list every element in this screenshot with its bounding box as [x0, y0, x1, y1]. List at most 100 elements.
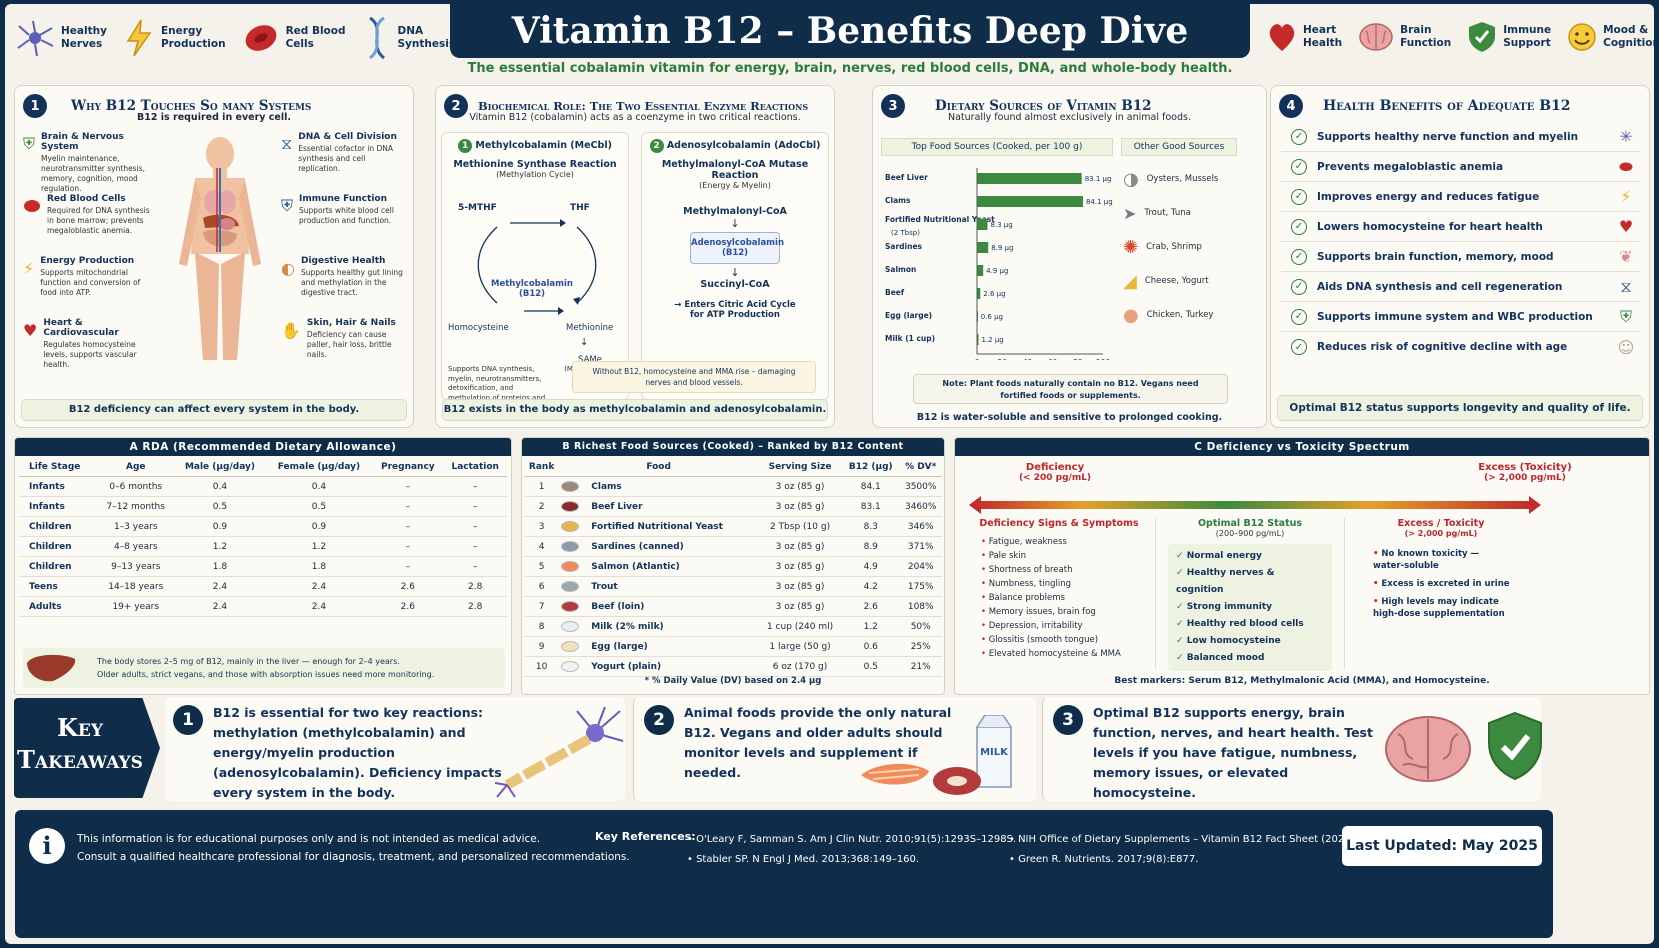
- other-source-item: ➤ Trout, Tuna: [1123, 203, 1191, 223]
- data-label: 4.9 µg: [986, 267, 1008, 275]
- list-item: ✓ Normal energy: [1176, 551, 1262, 561]
- table-cell: 1: [524, 476, 560, 497]
- list-item: • Excess is excreted in urine: [1373, 579, 1510, 589]
- references-label: Key References:: [595, 830, 696, 843]
- table-cell: 204%: [899, 556, 942, 577]
- table-cell: 1.2: [842, 616, 900, 637]
- immune-shield-icon: ⛨: [281, 196, 294, 215]
- table-cell: Milk (2% milk): [559, 616, 758, 637]
- methylmalonyl-coa-label: Methylmalonyl-CoA: [683, 206, 787, 217]
- food-row: 9 Egg (large) 1 large (50 g) 0.6 25%: [524, 636, 942, 657]
- data-label: 2.6 µg: [983, 290, 1005, 298]
- data-label: 1.2 µg: [982, 336, 1004, 344]
- rda-table: Life Stage Age Male (µg/day) Female (µg/…: [19, 458, 507, 617]
- system-item: ⧖ DNA & Cell Division Essential cofactor i…: [281, 132, 397, 173]
- takeaway-3: 3 Optimal B12 supports energy, brain fun…: [1042, 697, 1542, 801]
- yogurt-icon: [561, 661, 580, 672]
- table-cell: 14–18 years: [97, 576, 175, 597]
- takeaway-2: 2 Animal foods provide the only natural …: [633, 697, 1036, 801]
- check-icon: ✓: [1291, 278, 1307, 295]
- reaction-b-name: Methylmalonyl-CoA Mutase Reaction: [661, 159, 809, 181]
- clam-icon: [561, 481, 580, 492]
- table-cell: 0.5: [174, 496, 266, 517]
- food-row: 5 Salmon (Atlantic) 3 oz (85 g) 4.9 204%: [524, 556, 942, 577]
- table-cell: 371%: [899, 536, 942, 557]
- table-cell: Children: [19, 536, 98, 557]
- succinyl-coa-label: Succinyl-CoA: [700, 279, 770, 290]
- milk-carton-label: MILK: [980, 747, 1009, 758]
- lightning-icon: ⚡: [1620, 187, 1632, 206]
- takeaway-text: B12 is essential for two key reactions: …: [213, 705, 502, 800]
- table-cell: 4–8 years: [97, 536, 175, 557]
- list-item: ✓ Healthy red blood cells: [1176, 619, 1304, 629]
- food-row: 2 Beef Liver 3 oz (85 g) 83.1 3460%: [524, 496, 942, 517]
- header-left-icons: Healthy Nerves Energy Production Red Blood…: [15, 16, 471, 60]
- salmon-icon: [561, 561, 580, 572]
- table-cell: 1 cup (240 ml): [757, 616, 843, 637]
- table-cell: 10: [524, 656, 560, 677]
- list-item: • Balance problems: [981, 593, 1065, 603]
- reaction-a-name: Methionine Synthase Reaction: [453, 159, 617, 170]
- table-cell: 2 Tbsp (10 g): [757, 516, 843, 537]
- food-row: 3 Fortified Nutritional Yeast 2 Tbsp (10 g…: [524, 516, 942, 537]
- table-cell: 0.6: [842, 636, 900, 657]
- panel-title: Dietary Sources of Vitamin B12: [935, 98, 1152, 114]
- panel-systems: 1 Why B12 Touches So many Systems B12 is…: [14, 85, 414, 428]
- oyster-icon: ◑: [1123, 168, 1139, 190]
- category-label: Fortified Nutritional Yeast: [885, 215, 995, 224]
- column-header: Female (µg/day): [265, 458, 373, 477]
- system-item: ⚡ Energy Production Supports mitochondrial…: [23, 256, 141, 297]
- references-col-1: • O'Leary F, Samman S. Am J Clin Nutr. 2…: [687, 834, 1017, 865]
- table-cell: –: [443, 476, 507, 497]
- other-sources-list: ◑ Oysters, Mussels ➤ Trout, Tuna ✺ Crab, Sh…: [1123, 162, 1243, 332]
- other-source-item: ◑ Oysters, Mussels: [1123, 168, 1219, 190]
- data-label: 84.1 µg: [1086, 198, 1113, 206]
- table-cell: 175%: [899, 576, 942, 597]
- plant-foods-note: Note: Plant foods naturally contain no B…: [913, 374, 1228, 404]
- lightning-icon: ⚡: [23, 258, 35, 278]
- table-cell: –: [372, 496, 444, 517]
- bar: [977, 242, 989, 253]
- benefits-list: ✓ Supports healthy nerve function and mye…: [1281, 122, 1641, 362]
- table-cell: 0.5: [842, 656, 900, 677]
- benefit-item: ✓ Supports healthy nerve function and mye…: [1281, 122, 1641, 152]
- table-cell: 0.9: [265, 516, 373, 537]
- yeast-icon: [561, 521, 580, 532]
- page-subtitle: The essential cobalamin vitamin for ener…: [467, 61, 1233, 76]
- sardine-icon: [561, 541, 580, 552]
- page-title: Vitamin B12 – Benefits Deep Dive: [450, 4, 1250, 58]
- info-icon: i: [29, 828, 65, 864]
- check-icon: ✓: [1291, 248, 1307, 265]
- table-cell: 3 oz (85 g): [757, 536, 843, 557]
- benefit-item: ✓ Reduces risk of cognitive decline with …: [1281, 332, 1641, 362]
- panel-number: 1: [23, 94, 47, 118]
- system-item: Red Blood Cells Required for DNA synthesi…: [23, 194, 151, 256]
- header-icon-heart: Heart Health: [1267, 20, 1342, 54]
- b12-food-bar-chart: Beef Liver 83.1 µg Clams 84.1 µg Fortified N…: [885, 168, 1113, 360]
- header-icon-mood: Mood &Cognition: [1567, 22, 1654, 52]
- table-cell: 9–13 years: [97, 556, 175, 577]
- table-cell: 1.2: [174, 536, 266, 557]
- bar: [977, 173, 1082, 184]
- data-label: 0.6 µg: [981, 313, 1003, 321]
- table-cell: 8.3: [842, 516, 900, 537]
- tick-label: 80: [1073, 358, 1083, 360]
- blood-cell-icon: ⬬: [1619, 156, 1633, 176]
- disclaimer: This information is for educational purp…: [77, 833, 630, 863]
- column-header: Serving Size: [757, 458, 843, 477]
- table-cell: 3 oz (85 g): [757, 556, 843, 577]
- chicken-icon: ●: [1123, 304, 1139, 326]
- homocysteine-label: Homocysteine: [448, 323, 509, 333]
- deficiency-label: Deficiency: [1025, 462, 1085, 473]
- methionine-label: Methionine: [566, 323, 614, 333]
- system-item: ⛨ Brain & Nervous System Myelin maintenanc…: [23, 132, 145, 193]
- list-item: ✓ Low homocysteine: [1176, 636, 1281, 646]
- crab-icon: ✺: [1123, 236, 1139, 258]
- neuron-icon: [17, 20, 54, 57]
- table-cell: 1.8: [265, 556, 373, 577]
- table-cell: 2.4: [265, 576, 373, 597]
- benefit-item: ✓ Prevents megaloblastic anemia ⬬: [1281, 152, 1641, 182]
- panel-footer: B12 exists in the body as methylcobalami…: [442, 399, 828, 421]
- category-label: Egg (large): [885, 311, 932, 320]
